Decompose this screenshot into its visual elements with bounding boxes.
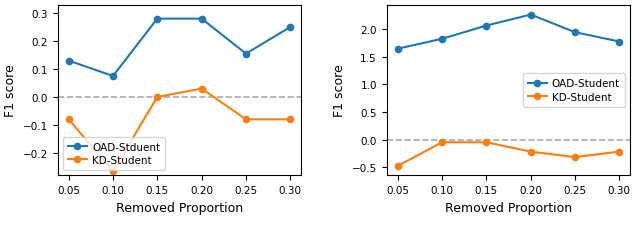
OAD-Stduent: [287, 27, 294, 29]
Line: KD-Student: KD-Student: [65, 86, 293, 174]
X-axis label: Removed Proportion: Removed Proportion: [445, 201, 572, 214]
Legend: OAD-Student, KD-Student: OAD-Student, KD-Student: [523, 74, 625, 107]
OAD-Student: [438, 38, 446, 41]
Line: KD-Student: KD-Student: [395, 140, 623, 169]
OAD-Student: [616, 41, 623, 44]
OAD-Stduent: [242, 53, 250, 56]
Line: OAD-Student: OAD-Student: [395, 12, 623, 53]
KD-Student: [154, 96, 161, 99]
Line: OAD-Stduent: OAD-Stduent: [65, 16, 293, 80]
OAD-Student: [571, 32, 579, 34]
KD-Student: [109, 170, 117, 173]
OAD-Stduent: [198, 18, 205, 21]
KD-Student: [198, 88, 205, 90]
KD-Student: [571, 156, 579, 159]
KD-Student: [287, 118, 294, 121]
OAD-Student: [527, 14, 534, 17]
OAD-Student: [394, 48, 401, 51]
Y-axis label: F1 score: F1 score: [333, 64, 346, 117]
Y-axis label: F1 score: F1 score: [4, 64, 17, 117]
OAD-Student: [483, 25, 490, 28]
KD-Student: [65, 118, 72, 121]
KD-Student: [438, 141, 446, 144]
KD-Student: [483, 141, 490, 144]
X-axis label: Removed Proportion: Removed Proportion: [116, 201, 243, 214]
KD-Student: [616, 151, 623, 153]
KD-Student: [242, 118, 250, 121]
KD-Student: [527, 151, 534, 153]
OAD-Stduent: [154, 18, 161, 21]
Legend: OAD-Stduent, KD-Student: OAD-Stduent, KD-Student: [63, 137, 165, 170]
KD-Student: [394, 165, 401, 168]
OAD-Stduent: [65, 60, 72, 63]
OAD-Stduent: [109, 75, 117, 78]
